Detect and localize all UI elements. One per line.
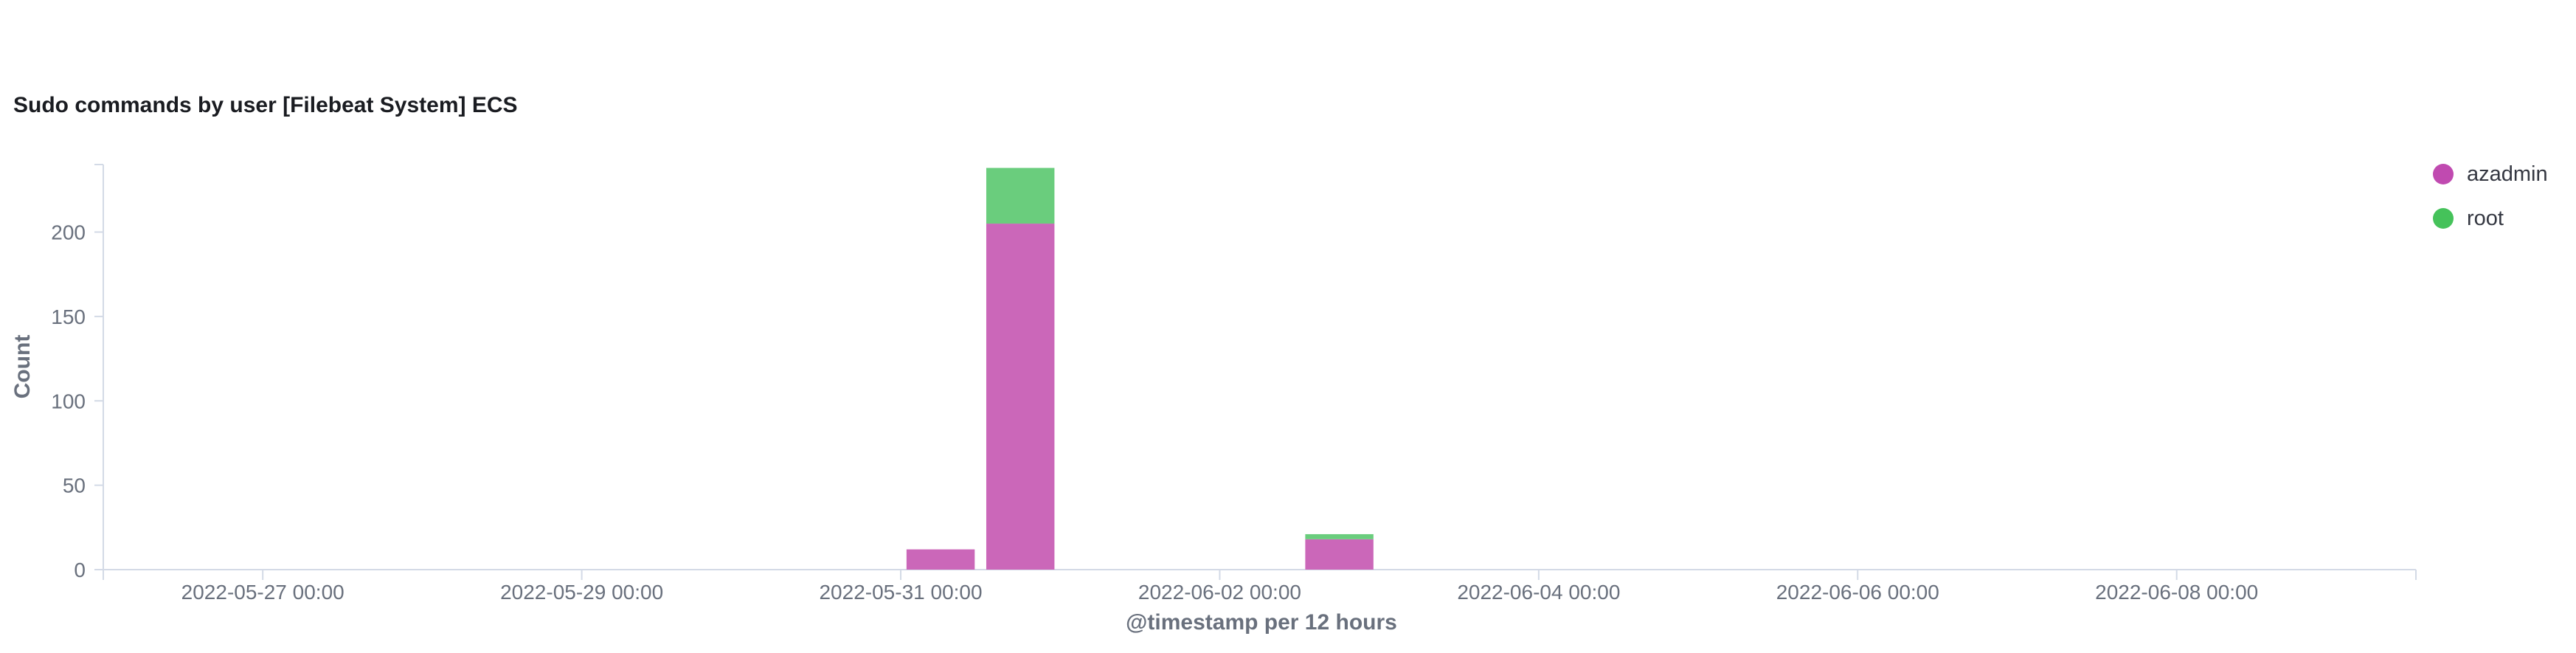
legend-label: azadmin xyxy=(2467,162,2548,186)
y-tick-label: 0 xyxy=(74,559,86,581)
bar-root xyxy=(986,167,1055,224)
legend-label: root xyxy=(2467,206,2504,230)
y-tick-label: 50 xyxy=(63,474,86,497)
legend-swatch-root xyxy=(2433,208,2454,229)
legend-item-root[interactable]: root xyxy=(2433,196,2573,241)
stacked-bar-chart: 0 50 100 150 200 2022-05-27 00:00 2022-05-29 … xyxy=(10,164,2417,635)
bar-root xyxy=(1305,533,1374,539)
bar-azadmin xyxy=(906,549,975,570)
legend-item-azadmin[interactable]: azadmin xyxy=(2433,152,2573,196)
y-axis-title: Count xyxy=(10,335,35,399)
y-axis: 0 50 100 150 200 xyxy=(51,164,104,581)
x-tick-label: 2022-05-29 00:00 xyxy=(500,581,663,604)
bar-azadmin xyxy=(986,224,1055,570)
x-tick-label: 2022-06-06 00:00 xyxy=(1776,581,1939,604)
bars xyxy=(906,167,1374,570)
x-tick-label: 2022-05-27 00:00 xyxy=(181,581,344,604)
y-tick-label: 200 xyxy=(51,221,86,244)
y-tick-label: 100 xyxy=(51,390,86,412)
legend: azadmin root xyxy=(2433,152,2573,241)
y-tick-label: 150 xyxy=(51,305,86,328)
x-axis-title: @timestamp per 12 hours xyxy=(1126,610,1397,635)
x-axis: 2022-05-27 00:00 2022-05-29 00:00 2022-05-… xyxy=(103,569,2417,604)
x-tick-label: 2022-06-04 00:00 xyxy=(1457,581,1620,604)
x-tick-label: 2022-06-08 00:00 xyxy=(2095,581,2258,604)
x-tick-label: 2022-05-31 00:00 xyxy=(819,581,982,604)
bar-azadmin xyxy=(1305,539,1374,570)
panel-title: Sudo commands by user [Filebeat System] … xyxy=(13,93,518,117)
x-tick-label: 2022-06-02 00:00 xyxy=(1138,581,1301,604)
legend-swatch-azadmin xyxy=(2433,164,2454,184)
